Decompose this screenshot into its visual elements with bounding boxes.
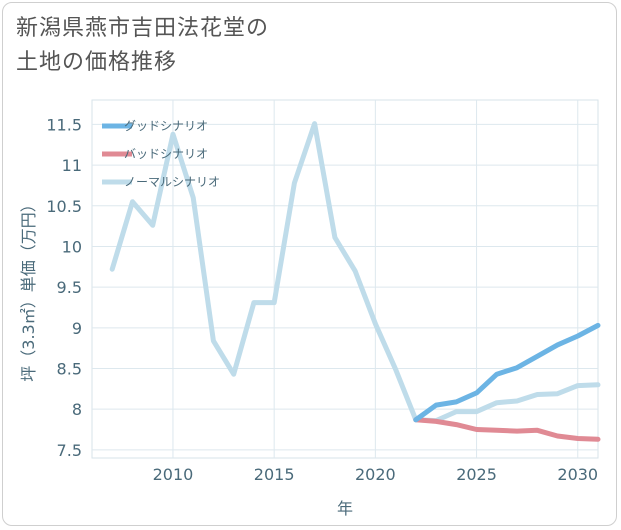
x-tick-label: 2025 bbox=[456, 465, 497, 484]
x-axis-title: 年 bbox=[337, 499, 353, 518]
y-tick-label: 10.5 bbox=[46, 197, 82, 216]
chart-title-line-1: 新潟県燕市吉田法花堂の bbox=[16, 16, 270, 41]
y-tick-label: 9 bbox=[72, 319, 82, 338]
series-line-1 bbox=[413, 417, 601, 442]
chart-title: 新潟県燕市吉田法花堂の 土地の価格推移 bbox=[16, 12, 269, 80]
x-tick-label: 2030 bbox=[557, 465, 598, 484]
series-lines bbox=[109, 121, 601, 442]
x-tick-label: 2020 bbox=[355, 465, 396, 484]
x-tick-label: 2015 bbox=[254, 465, 295, 484]
y-tick-label: 11 bbox=[62, 156, 82, 175]
y-tick-label: 11.5 bbox=[46, 115, 82, 134]
y-axis-title: 坪（3.3㎡）単価（万円） bbox=[19, 196, 38, 381]
legend-label: バッドシナリオ bbox=[124, 147, 208, 161]
series-line-2 bbox=[109, 121, 601, 424]
chart-card bbox=[2, 2, 617, 526]
plot-area-frame bbox=[91, 99, 599, 459]
legend-label: ノーマルシナリオ bbox=[124, 175, 220, 189]
series-line-0 bbox=[413, 322, 601, 423]
y-tick-label: 9.5 bbox=[57, 278, 82, 297]
y-tick-label: 8.5 bbox=[57, 360, 82, 379]
y-tick-label: 10 bbox=[62, 237, 82, 256]
grid-lines bbox=[91, 99, 599, 459]
x-tick-label: 2010 bbox=[153, 465, 194, 484]
y-tick-label: 7.5 bbox=[57, 441, 82, 460]
legend-label: グッドシナリオ bbox=[124, 119, 208, 133]
axes: 7.5 8 8.5 9 9.5 10 10.5 11 11.5 2010 2015 2020 2025 2… bbox=[46, 115, 598, 484]
y-tick-label: 8 bbox=[72, 400, 82, 419]
chart-title-line-2: 土地の価格推移 bbox=[16, 50, 178, 75]
